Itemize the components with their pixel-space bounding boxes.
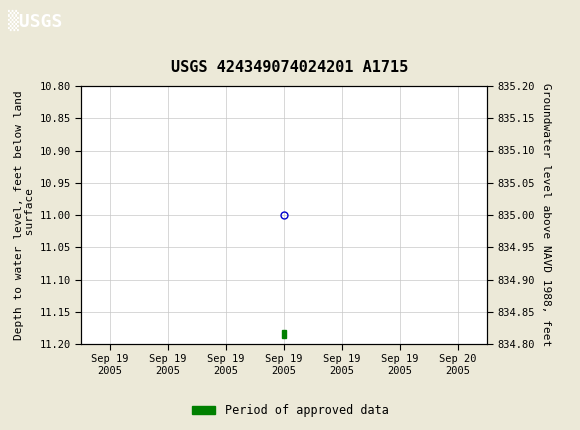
Y-axis label: Depth to water level, feet below land
 surface: Depth to water level, feet below land su… (14, 90, 35, 340)
Text: ▒USGS: ▒USGS (8, 9, 62, 31)
Legend: Period of approved data: Period of approved data (187, 399, 393, 422)
Text: USGS 424349074024201 A1715: USGS 424349074024201 A1715 (171, 60, 409, 75)
Y-axis label: Groundwater level above NAVD 1988, feet: Groundwater level above NAVD 1988, feet (541, 83, 550, 347)
Bar (282, 331, 287, 338)
